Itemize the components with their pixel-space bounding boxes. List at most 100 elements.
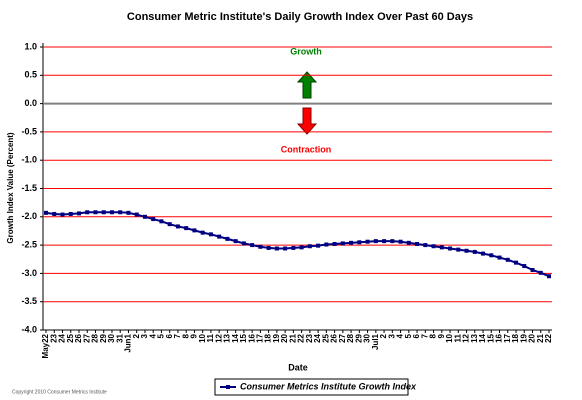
x-tick-label: 23	[49, 333, 58, 342]
y-tick-label: -4.0	[21, 324, 37, 334]
data-point	[175, 224, 180, 229]
data-point	[349, 240, 354, 245]
x-tick-label: 6	[165, 333, 174, 338]
x-tick-label: 3	[387, 333, 396, 338]
x-tick-label: 23	[305, 333, 314, 342]
data-point	[85, 210, 90, 215]
y-tick-label: 0.0	[24, 98, 37, 108]
x-tick-label: 21	[536, 333, 545, 342]
x-tick-label: 29	[354, 333, 363, 342]
x-tick-label: 19	[272, 333, 281, 342]
data-point	[456, 247, 461, 252]
legend-box	[214, 378, 409, 396]
x-tick-label: 18	[264, 333, 273, 342]
x-tick-label: 18	[511, 333, 520, 342]
data-point	[398, 239, 403, 244]
y-tick-label: 1.0	[24, 41, 37, 51]
y-tick-label: -3.0	[21, 268, 37, 278]
y-tick-label: -1.5	[21, 183, 37, 193]
x-tick-label: 8	[429, 333, 438, 338]
data-point	[159, 219, 164, 224]
y-tick-label: -1.0	[21, 155, 37, 165]
x-tick-label: 2	[132, 333, 141, 338]
x-tick-label: 27	[338, 333, 347, 342]
data-point	[192, 228, 197, 233]
data-point	[68, 211, 73, 216]
x-tick-label: 10	[445, 333, 454, 342]
x-tick-label: 7	[420, 333, 429, 338]
x-tick-label: 27	[82, 333, 91, 342]
data-point	[382, 239, 387, 244]
x-axis-label: Date	[288, 362, 308, 372]
data-point	[44, 210, 48, 215]
x-tick-label: 11	[206, 333, 215, 342]
data-point	[167, 222, 172, 227]
annotation: Contraction	[281, 144, 332, 154]
x-tick-label: 22	[297, 333, 306, 342]
x-tick-label: 14	[231, 333, 240, 342]
x-tick-label: 26	[74, 333, 83, 342]
data-point	[250, 243, 255, 248]
data-point	[530, 268, 535, 273]
annotation: Growth	[290, 46, 322, 56]
x-tick-label: 2	[379, 333, 388, 338]
x-tick-label: 20	[528, 333, 537, 342]
x-tick-label: 12	[462, 333, 471, 342]
x-tick-label: 3	[140, 333, 149, 338]
data-point	[217, 234, 222, 239]
data-point	[340, 241, 345, 246]
x-tick-label: 13	[470, 333, 479, 342]
x-tick-label: 24	[313, 333, 322, 342]
x-tick-label: 16	[247, 333, 256, 342]
data-point	[505, 257, 510, 262]
data-point	[406, 240, 411, 245]
x-tick-label: 19	[519, 333, 528, 342]
x-tick-label: Jun1	[124, 333, 133, 352]
x-tick-label: 15	[486, 333, 495, 342]
data-point	[233, 239, 238, 244]
x-tick-label: 30	[363, 333, 372, 342]
y-tick-label: -2.5	[21, 239, 37, 249]
y-tick-label: -0.5	[21, 126, 37, 136]
data-point	[497, 255, 502, 260]
chart-title: Consumer Metric Institute's Daily Growth…	[127, 11, 473, 23]
x-tick-label: 25	[321, 333, 330, 342]
data-point	[241, 241, 246, 246]
data-point	[464, 248, 469, 253]
x-tick-label: 15	[239, 333, 248, 342]
data-point	[514, 260, 519, 265]
data-point	[489, 253, 494, 258]
x-tick-label: 16	[495, 333, 504, 342]
data-point	[60, 212, 65, 217]
data-point	[266, 245, 271, 250]
data-point	[431, 244, 436, 249]
y-tick-label: 0.5	[24, 70, 37, 80]
y-tick-label: -3.5	[21, 296, 37, 306]
x-tick-label: 31	[115, 333, 124, 342]
x-tick-label: Jul1	[371, 333, 380, 350]
data-point	[274, 246, 279, 251]
x-tick-label: 17	[503, 333, 512, 342]
y-axis-label: Growth Index Value (Percent)	[6, 132, 15, 243]
data-point	[283, 246, 288, 251]
x-tick-label: 6	[412, 333, 421, 338]
x-tick-label: 20	[280, 333, 289, 342]
x-tick-label: 14	[478, 333, 487, 342]
x-tick-label: 5	[157, 333, 166, 338]
data-point	[448, 246, 453, 251]
x-tick-label: 22	[544, 333, 553, 342]
data-point	[184, 226, 189, 231]
x-tick-label: 8	[181, 333, 190, 338]
x-tick-label: May22	[41, 333, 50, 358]
x-tick-label: 28	[346, 333, 355, 342]
data-point	[200, 230, 205, 235]
data-point	[423, 243, 428, 248]
data-point	[151, 217, 156, 222]
y-tick-label: -2.0	[21, 211, 37, 221]
x-tick-label: 9	[437, 333, 446, 338]
x-tick-label: 9	[190, 333, 199, 338]
growth-arrow	[296, 71, 318, 99]
x-tick-label: 11	[453, 333, 462, 342]
data-point	[390, 239, 395, 244]
